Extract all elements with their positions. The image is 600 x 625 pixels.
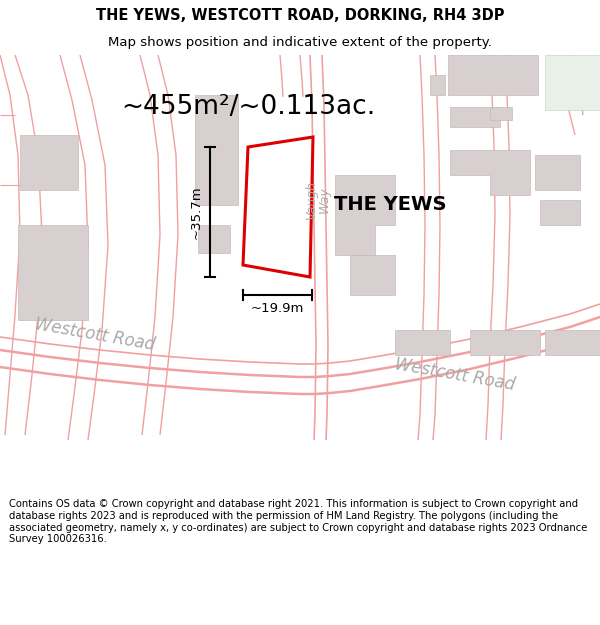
Polygon shape: [450, 150, 530, 195]
Text: ~455m²/~0.113ac.: ~455m²/~0.113ac.: [121, 94, 375, 120]
Text: ~19.9m: ~19.9m: [251, 302, 304, 316]
Polygon shape: [243, 137, 313, 277]
Polygon shape: [490, 107, 512, 120]
Text: Westcott Road: Westcott Road: [394, 356, 517, 394]
Polygon shape: [535, 155, 580, 190]
Polygon shape: [350, 255, 395, 295]
Polygon shape: [450, 107, 500, 127]
Polygon shape: [18, 225, 88, 320]
Text: Westcott Road: Westcott Road: [34, 316, 157, 354]
Polygon shape: [540, 200, 580, 225]
Text: Map shows position and indicative extent of the property.: Map shows position and indicative extent…: [108, 36, 492, 49]
Text: THE YEWS: THE YEWS: [334, 196, 446, 214]
Text: THE YEWS, WESTCOTT ROAD, DORKING, RH4 3DP: THE YEWS, WESTCOTT ROAD, DORKING, RH4 3D…: [96, 8, 504, 23]
Polygon shape: [198, 225, 230, 253]
Polygon shape: [545, 55, 600, 110]
Polygon shape: [395, 330, 450, 355]
Polygon shape: [448, 55, 538, 95]
Polygon shape: [545, 330, 600, 355]
Text: Vaugh
Way: Vaugh Way: [305, 181, 331, 219]
Polygon shape: [20, 135, 78, 190]
Polygon shape: [195, 95, 238, 205]
Polygon shape: [335, 175, 395, 255]
Polygon shape: [430, 75, 445, 95]
Text: Contains OS data © Crown copyright and database right 2021. This information is : Contains OS data © Crown copyright and d…: [9, 499, 587, 544]
Polygon shape: [470, 330, 540, 355]
Text: ~35.7m: ~35.7m: [190, 185, 203, 239]
